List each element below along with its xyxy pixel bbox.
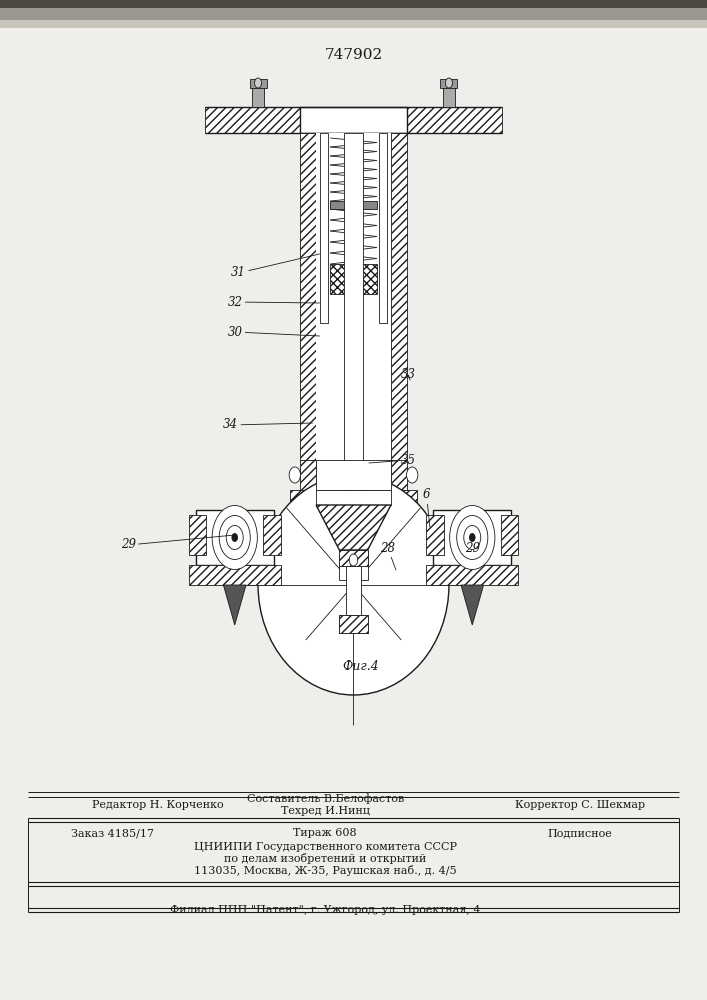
Bar — [0, 20, 707, 28]
Bar — [0, 0, 707, 8]
Text: 33: 33 — [401, 368, 416, 381]
Text: 29: 29 — [121, 535, 235, 552]
Text: Заказ 4185/17: Заказ 4185/17 — [71, 828, 153, 838]
Bar — [250, 79, 267, 88]
Circle shape — [407, 467, 418, 483]
Bar — [407, 107, 502, 133]
Text: Тираж 608: Тираж 608 — [293, 828, 357, 838]
Bar — [426, 515, 444, 555]
Bar — [339, 615, 368, 633]
Circle shape — [289, 467, 300, 483]
Bar — [189, 565, 281, 585]
Text: 6: 6 — [423, 488, 431, 527]
Bar — [196, 510, 274, 565]
Circle shape — [450, 506, 495, 570]
Bar — [339, 550, 368, 580]
Circle shape — [232, 534, 238, 542]
Circle shape — [469, 534, 475, 542]
Bar — [290, 490, 316, 505]
Circle shape — [212, 506, 257, 570]
Bar — [316, 133, 391, 460]
Bar — [330, 201, 377, 209]
Circle shape — [349, 554, 358, 566]
Circle shape — [464, 526, 481, 550]
Bar — [316, 460, 391, 490]
Bar — [391, 133, 407, 460]
Bar — [391, 460, 407, 490]
Circle shape — [445, 78, 452, 88]
Text: ЦНИИПИ Государственного комитета СССР: ЦНИИПИ Государственного комитета СССР — [194, 842, 457, 852]
Bar — [440, 79, 457, 88]
Text: Составитель В.Белофастов: Составитель В.Белофастов — [247, 794, 404, 804]
Text: 34: 34 — [223, 418, 312, 432]
Text: 113035, Москва, Ж-35, Раушская наб., д. 4/5: 113035, Москва, Ж-35, Раушская наб., д. … — [194, 865, 457, 876]
Text: 31: 31 — [231, 254, 320, 279]
Bar — [263, 515, 281, 555]
Bar — [379, 133, 387, 323]
Circle shape — [226, 526, 243, 550]
Polygon shape — [223, 585, 246, 625]
Bar — [300, 107, 407, 133]
Text: 35: 35 — [369, 454, 416, 466]
Bar — [189, 515, 206, 555]
Bar — [205, 107, 300, 133]
Polygon shape — [316, 505, 391, 550]
Text: по делам изобретений и открытий: по делам изобретений и открытий — [224, 854, 426, 864]
Text: 29: 29 — [465, 538, 480, 554]
Circle shape — [255, 78, 262, 88]
Text: 32: 32 — [228, 296, 320, 308]
Bar — [344, 133, 363, 513]
Text: 28: 28 — [380, 542, 396, 570]
Bar — [443, 85, 455, 107]
Bar — [426, 565, 518, 585]
Text: 30: 30 — [228, 326, 320, 338]
Bar — [391, 490, 417, 505]
Bar — [300, 460, 316, 490]
Bar — [346, 566, 361, 630]
Bar — [339, 615, 368, 633]
Circle shape — [219, 516, 250, 560]
Bar — [252, 85, 264, 107]
Bar — [501, 515, 518, 555]
Polygon shape — [461, 585, 484, 625]
Bar — [330, 264, 377, 294]
Text: Корректор С. Шекмар: Корректор С. Шекмар — [515, 800, 645, 810]
Bar — [320, 133, 328, 323]
Text: 747902: 747902 — [325, 48, 382, 62]
Text: Фиг.4: Фиг.4 — [342, 660, 379, 672]
Circle shape — [457, 516, 488, 560]
Text: Подписное: Подписное — [547, 828, 612, 838]
Bar — [339, 550, 368, 566]
Bar — [0, 8, 707, 20]
Text: Техред И.Нинц: Техред И.Нинц — [281, 806, 370, 816]
Text: Филиал ППП "Патент", г. Ужгород, ул. Проектная, 4: Филиал ППП "Патент", г. Ужгород, ул. Про… — [170, 905, 481, 915]
Bar — [433, 510, 511, 565]
Bar — [316, 490, 391, 505]
Text: Редактор Н. Корченко: Редактор Н. Корченко — [92, 800, 223, 810]
Ellipse shape — [258, 475, 449, 695]
Bar — [300, 133, 316, 460]
